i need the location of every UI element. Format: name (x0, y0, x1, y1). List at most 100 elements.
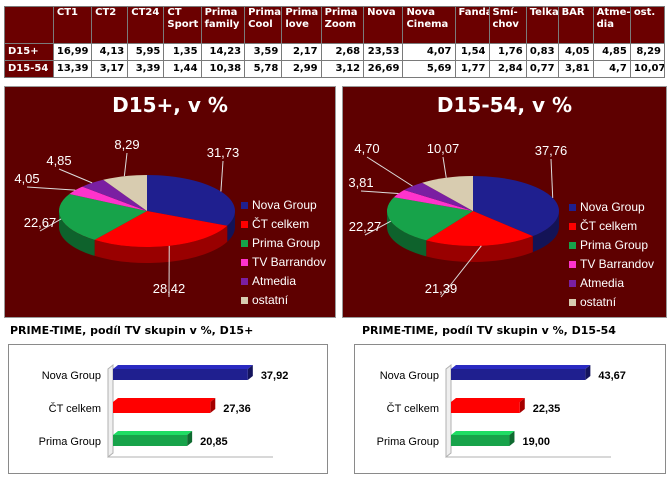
row-label: D15-54 (4, 60, 54, 78)
pie-slice (422, 176, 473, 211)
slice-value-label: 4,85 (46, 153, 71, 168)
bar (451, 435, 510, 446)
category-label: Prima Group (377, 436, 439, 448)
bar-value-label: 27,36 (223, 403, 251, 415)
legend-swatch (569, 242, 576, 249)
bar-chart-d15-54: Nova Group 43,67 ČT celkem 22,35 Prima Group… (377, 363, 626, 459)
pie-slice-side (59, 211, 95, 256)
bar-end (210, 398, 216, 413)
axis-wall (107, 363, 114, 459)
leader-line (364, 220, 391, 236)
legend-entry: Nova Group (252, 198, 317, 212)
column-header: Prima love (281, 6, 322, 44)
column-header: Prima Zoom (320, 6, 365, 44)
table-row: D15+ 16,99 4,13 5,95 1,35 14,23 3,59 2,17 2,68 23… (4, 43, 666, 61)
slice-value-label: 4,70 (354, 141, 379, 156)
pie-slice (82, 179, 147, 211)
pie-slice (94, 211, 228, 248)
legend-entry: Atmedia (580, 276, 624, 290)
category-label: ČT celkem (387, 402, 439, 415)
legend-entry: TV Barrandov (252, 255, 326, 269)
legend-entry: ostatní (252, 293, 289, 307)
leader-line (366, 156, 413, 187)
pie-slice-side (94, 225, 228, 263)
pie-slice (58, 194, 148, 240)
table-cell: 26,69 (363, 60, 404, 78)
pie-slice (473, 176, 559, 237)
leader-line (220, 160, 224, 192)
bar (113, 369, 248, 380)
pie-slice-side (532, 211, 559, 253)
column-header: Prima family (200, 6, 246, 44)
table-body: D15+ 16,99 4,13 5,95 1,35 14,23 3,59 2,17 2,68 23… (4, 43, 666, 78)
table-cell: 3,59 (244, 43, 283, 61)
leader-line (39, 218, 62, 232)
bar-end (585, 365, 591, 380)
column-header: ČT Sport (163, 6, 202, 44)
table-cell: 1,44 (163, 60, 202, 78)
pie-panel-d15-54: D15-54, v % 37,76 21,39 22,27 3,81 4,70 10,07… (342, 86, 667, 318)
bar-top (451, 365, 591, 369)
bar-end (247, 365, 253, 380)
slice-value-label: 4,05 (14, 171, 39, 186)
table-cell: 8,29 (629, 43, 666, 61)
leader-line (440, 245, 482, 298)
table-cell: 4,05 (557, 43, 594, 61)
bar-top (113, 398, 216, 402)
table-cell: 3,39 (127, 60, 165, 78)
column-header: Smí-chov (488, 6, 527, 44)
pie-slice (393, 190, 473, 211)
table-cell: 3,81 (557, 60, 594, 78)
pie-chart-d15-54: 37,76 21,39 22,27 3,81 4,70 10,07 Nova Group ČT… (348, 141, 654, 309)
table-cell: 23,53 (363, 43, 404, 61)
bar-box-d15-54: Nova Group 43,67 ČT celkem 22,35 Prima Group… (354, 344, 666, 474)
legend-swatch (569, 223, 576, 230)
slice-value-label: 8,29 (114, 137, 139, 152)
pie-slice (404, 182, 473, 211)
table-cell: 3,12 (320, 60, 365, 78)
legend-swatch (569, 204, 576, 211)
pie-slice (426, 211, 533, 246)
slice-value-label: 3,81 (348, 175, 373, 190)
leader-line (360, 190, 399, 195)
bar-top (113, 431, 193, 435)
legend-entry: Prima Group (252, 236, 320, 250)
bar (451, 369, 586, 380)
column-header: ČT1 (52, 6, 93, 44)
pie-slice (103, 175, 147, 211)
legend-swatch (569, 280, 576, 287)
table-cell: 5,78 (244, 60, 283, 78)
legend-entry: TV Barrandov (580, 257, 654, 271)
slice-value-label: 22,67 (24, 215, 57, 230)
slice-value-label: 37,76 (535, 143, 568, 158)
legend-entry: ČT celkem (580, 218, 637, 233)
table-cell: 0,77 (525, 60, 559, 78)
column-header: Telka (525, 6, 559, 44)
bar-title-d15-54: PRIME-TIME, podíl TV skupin v %, D15-54 (362, 324, 616, 337)
table-cell: 5,69 (402, 60, 456, 78)
legend-swatch (241, 259, 248, 266)
leader-line (550, 158, 554, 198)
column-header: Nova Cinema (402, 6, 456, 44)
bar-end (187, 431, 193, 446)
table-cell: 13,39 (52, 60, 93, 78)
bar-chart-d15plus: Nova Group 37,92 ČT celkem 27,36 Prima Group… (39, 363, 289, 459)
pie-slice-side (426, 236, 533, 262)
table-cell: 2,99 (281, 60, 322, 78)
bar-value-label: 37,92 (261, 370, 289, 382)
bar-end (509, 431, 515, 446)
table-row: D15-54 13,39 3,17 3,39 1,44 10,38 5,78 2,99 3,12… (4, 60, 666, 78)
share-table: ČT1 ČT2 ČT24 ČT Sport Prima family Prima Cool… (4, 6, 666, 78)
bar-end (519, 398, 525, 413)
leader-line (123, 152, 128, 177)
bar-value-label: 19,00 (522, 436, 550, 448)
bar-top (451, 398, 525, 402)
pie-slice-side (227, 211, 235, 242)
column-header: Fanda (454, 6, 490, 44)
slice-value-label: 28,42 (153, 281, 186, 296)
legend-swatch (569, 261, 576, 268)
bar-value-label: 22,35 (533, 403, 561, 415)
category-label: Prima Group (39, 436, 101, 448)
slice-value-label: 22,27 (349, 219, 382, 234)
column-header: ČT24 (127, 6, 165, 44)
